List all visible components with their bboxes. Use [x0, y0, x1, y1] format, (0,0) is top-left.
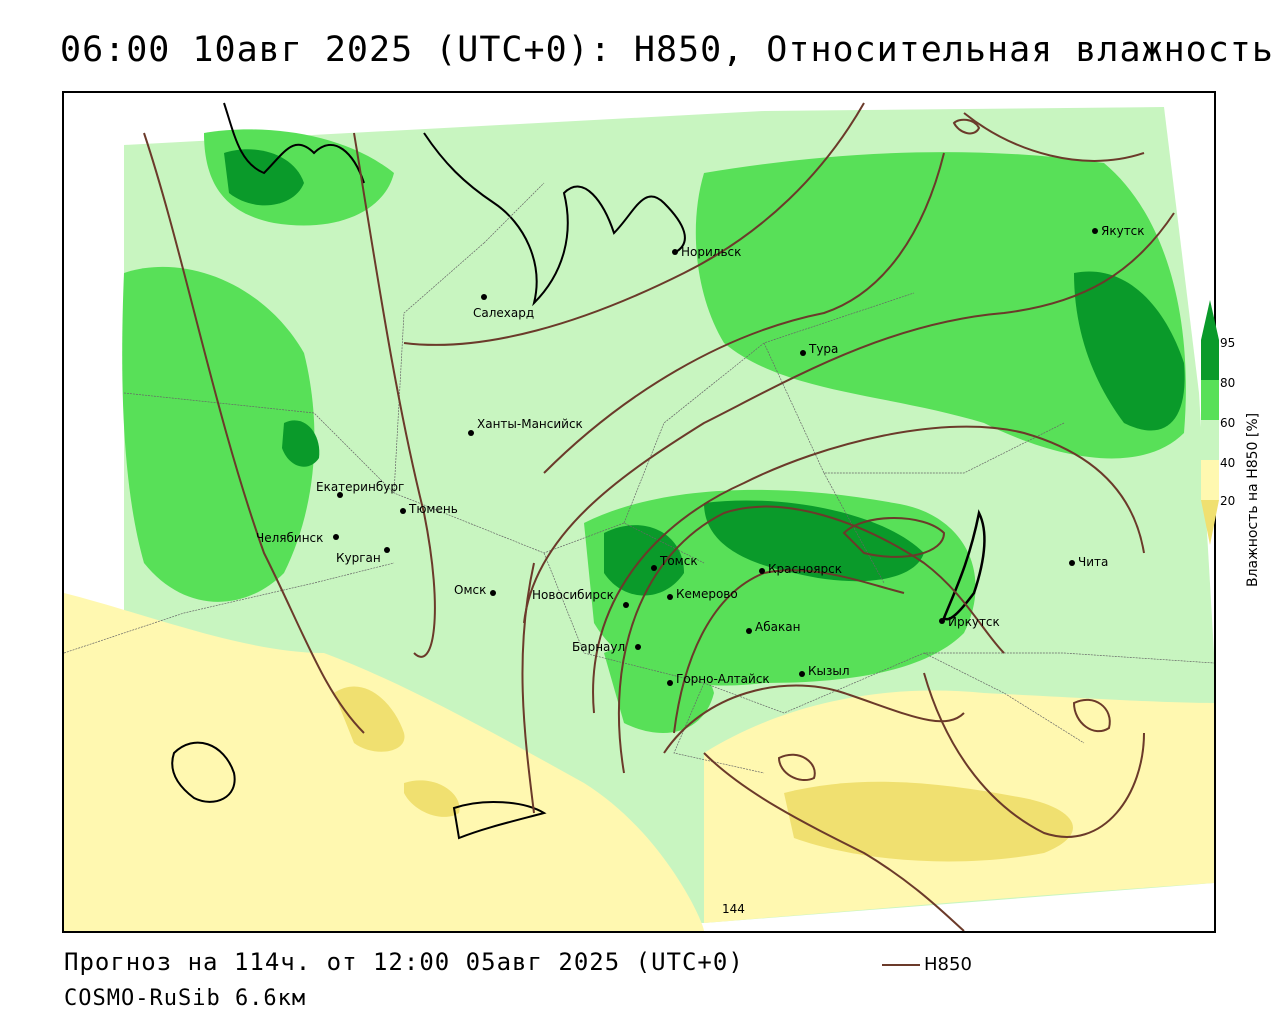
- city-dot[interactable]: [337, 492, 343, 498]
- h850-contour-3: [403, 102, 865, 346]
- weather-map[interactable]: 144 Норильск Якутск Салехард Тура Ханты-…: [62, 91, 1216, 933]
- city-label-tyumen: Тюмень: [408, 502, 458, 516]
- city-dot[interactable]: [667, 680, 673, 686]
- city-markers: Норильск Якутск Салехард Тура Ханты-Манс…: [256, 224, 1145, 686]
- city-dot[interactable]: [481, 294, 487, 300]
- contour-legend-label: H850: [924, 954, 972, 975]
- city-dot[interactable]: [635, 644, 641, 650]
- city-dot[interactable]: [333, 534, 339, 540]
- colorbar-cap-top: [1201, 300, 1219, 340]
- h850-contour-4: [543, 152, 945, 474]
- arctic-coastline: [223, 102, 686, 307]
- h850-contour-1: [143, 132, 365, 734]
- city-dot[interactable]: [1092, 228, 1098, 234]
- city-dot[interactable]: [400, 508, 406, 514]
- city-label-chelyabinsk: Челябинск: [256, 531, 323, 545]
- city-label-kurgan: Курган: [336, 551, 381, 565]
- colorbar-tick: 95: [1220, 336, 1236, 350]
- city-dot[interactable]: [1069, 560, 1075, 566]
- city-dot[interactable]: [623, 602, 629, 608]
- wet-core-ural: [282, 420, 320, 467]
- city-label-kyzyl: Кызыл: [808, 664, 850, 678]
- dry-patch-2: [404, 780, 460, 817]
- colorbar-axis-label: Влажность на H850 [%]: [1245, 412, 1261, 587]
- city-label-yakutsk: Якутск: [1101, 224, 1145, 238]
- contour-legend: H850: [882, 954, 972, 975]
- h850-contour-6: [592, 425, 1145, 714]
- moist-zone-east: [695, 152, 1186, 459]
- city-label-norilsk: Норильск: [681, 245, 741, 259]
- dry-region-southwest: [64, 593, 704, 931]
- city-dot[interactable]: [468, 430, 474, 436]
- city-label-omsk: Омск: [454, 583, 486, 597]
- h850-contour-2: [353, 132, 436, 658]
- city-dot[interactable]: [939, 618, 945, 624]
- h850-contour-17: [952, 118, 981, 135]
- colorbar-tick: 40: [1220, 456, 1236, 470]
- city-label-tomsk: Томск: [659, 554, 698, 568]
- city-label-kemerovo: Кемерово: [676, 587, 738, 601]
- city-label-irkutsk: Иркутск: [948, 615, 1000, 629]
- h850-contour-12: [1072, 698, 1111, 733]
- city-dot[interactable]: [651, 565, 657, 571]
- colorbar-tick: 20: [1220, 494, 1236, 508]
- h850-contour-10: [663, 684, 965, 754]
- city-label-novosibirsk: Новосибирск: [532, 588, 614, 602]
- h850-contour-16: [963, 112, 1145, 162]
- model-info: COSMO-RuSib 6.6км: [64, 986, 307, 1011]
- region-borders: [64, 182, 1214, 774]
- forecast-info: Прогноз на 114ч. от 12:00 05авг 2025 (UT…: [64, 948, 744, 976]
- wet-core-yakutia: [1074, 271, 1185, 431]
- h850-contour-7: [617, 505, 1005, 774]
- city-dot[interactable]: [759, 568, 765, 574]
- city-dot[interactable]: [384, 547, 390, 553]
- caspian-sea: [171, 741, 236, 803]
- city-label-gorno-altaysk: Горно-Алтайск: [676, 672, 770, 686]
- city-dot[interactable]: [667, 594, 673, 600]
- city-label-khanty-mansiysk: Ханты-Мансийск: [477, 417, 583, 431]
- colorbar-tick: 80: [1220, 376, 1236, 390]
- city-dot[interactable]: [746, 628, 752, 634]
- h850-contour-14: [923, 672, 1145, 838]
- wet-core-northwest: [224, 149, 304, 206]
- colorbar-tick: 60: [1220, 416, 1236, 430]
- colorbar-cap-bottom: [1201, 500, 1219, 545]
- city-dot[interactable]: [490, 590, 496, 596]
- h850-contours: [143, 102, 1175, 931]
- city-dot[interactable]: [672, 249, 678, 255]
- city-label-barnaul: Барнаул: [572, 640, 625, 654]
- h850-contour-13: [777, 753, 816, 781]
- city-label-salekhard: Салехард: [473, 306, 534, 320]
- city-dot[interactable]: [799, 671, 805, 677]
- baikal-lake: [942, 509, 986, 621]
- h850-contour-11: [842, 517, 946, 558]
- city-label-abakan: Абакан: [755, 620, 800, 634]
- map-title: 06:00 10авг 2025 (UTC+0): H850, Относите…: [60, 30, 1274, 70]
- h850-contour-5: [523, 212, 1175, 624]
- contour-line-swatch: [882, 963, 920, 966]
- colorbar-band-95: [1201, 340, 1219, 380]
- dry-patch-3: [784, 781, 1073, 862]
- contour-value-label: 144: [722, 902, 745, 916]
- wet-core-krasnoyarsk: [704, 500, 924, 582]
- h850-contour-15: [703, 752, 965, 931]
- city-dot[interactable]: [800, 350, 806, 356]
- humidity-colorbar: [1201, 300, 1219, 545]
- balkhash-lake: [452, 800, 547, 840]
- city-label-tura: Тура: [808, 342, 838, 356]
- city-label-krasnoyarsk: Красноярск: [768, 562, 842, 576]
- moist-zone-altai: [604, 645, 714, 733]
- colorbar-band-60: [1201, 420, 1219, 460]
- moist-zone-west: [122, 266, 315, 602]
- city-label-chita: Чита: [1078, 555, 1108, 569]
- map-canvas: 144 Норильск Якутск Салехард Тура Ханты-…: [64, 102, 1214, 931]
- dry-patch-1: [334, 686, 405, 752]
- colorbar-band-20: [1201, 460, 1219, 500]
- colorbar-band-80: [1201, 380, 1219, 420]
- h850-contour-8: [521, 562, 535, 814]
- city-label-ekaterinburg: Екатеринбург: [316, 480, 404, 494]
